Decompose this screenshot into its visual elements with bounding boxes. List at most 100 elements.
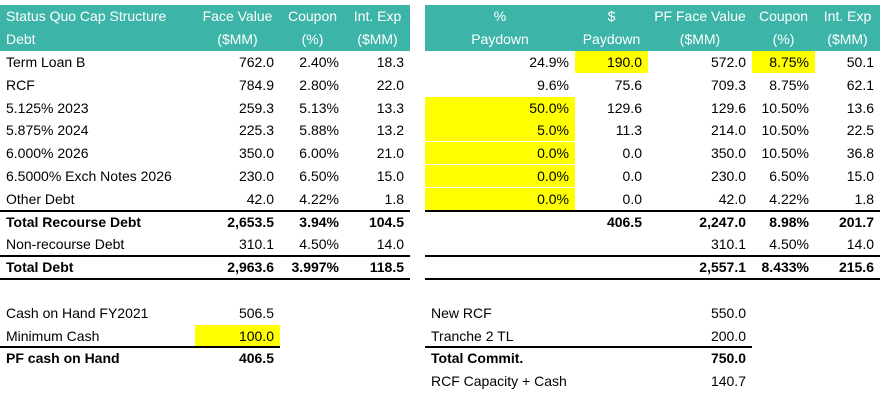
value-cell: 6.50% [299,168,339,184]
border-line [0,209,410,212]
value-cell: 1.8 [384,190,404,207]
row-label: New RCF [431,304,492,321]
value-cell: 8.98% [769,213,809,230]
value-cell: 118.5 [369,259,404,276]
row-label: 6.000% 2026 [6,145,89,162]
value-cell: 6.00% [299,145,339,162]
row-label: Total Debt [6,259,74,276]
value-cell: 709.3 [710,76,746,93]
value-cell: 5.13% [299,99,339,116]
header-cell: $ [607,8,616,24]
value-cell: 50.0% [425,96,575,119]
value-cell: 0.0% [425,187,575,210]
value-cell: 22.5 [846,122,874,139]
value-cell: 104.5 [368,213,404,230]
value-cell: 3.94% [299,213,339,230]
value-cell: 18.3 [376,54,404,70]
value-cell: 0.0% [425,142,575,165]
value-cell: 572.0 [710,54,746,70]
header-cell: (%) [301,31,324,47]
value-cell: 4.50% [769,236,809,253]
header-cell: Status Quo Cap Structure [6,8,167,24]
value-cell: 100.0 [195,324,280,347]
value-cell: 11.3 [615,122,642,139]
header-cell: Face Value [202,8,273,24]
value-cell: 10.50% [761,99,809,116]
value-cell: 10.50% [761,122,809,139]
value-cell: 0.0 [622,145,642,162]
value-cell: 15.0 [376,168,404,184]
header-cell: ($MM) [217,31,258,47]
row-label: Other Debt [6,190,75,207]
border-line [425,209,880,212]
value-cell: 8.75% [769,76,809,93]
border-line [425,255,880,258]
value-cell: 0.0 [622,168,642,184]
value-cell: 14.0 [376,236,404,253]
value-cell: 6.50% [769,168,809,184]
value-cell: 62.1 [846,76,874,93]
value-cell: 13.3 [376,99,404,116]
border-line [425,278,880,280]
value-cell: 4.22% [769,190,809,207]
header-band [0,5,410,51]
value-cell: 2,557.1 [699,259,746,276]
value-cell: 13.2 [376,122,404,139]
value-cell: 8.433% [761,259,809,276]
value-cell: 1.8 [854,190,874,207]
value-cell: 350.0 [710,145,746,162]
value-cell: 24.9% [529,54,569,70]
value-cell: 750.0 [710,350,746,367]
row-label: Total Commit. [431,350,524,367]
value-cell: 201.7 [838,213,874,230]
value-cell: 2.80% [299,76,339,93]
header-cell: ($MM) [827,31,868,47]
value-cell: 310.1 [710,236,746,253]
value-cell: 4.22% [299,190,339,207]
border-line [0,346,280,349]
value-cell: 50.1 [846,54,874,70]
value-cell: 140.7 [710,373,746,390]
header-cell: ($MM) [357,31,398,47]
header-cell: Debt [6,31,36,47]
row-label: RCF [6,76,35,93]
value-cell: 15.0 [846,168,874,184]
value-cell: 22.0 [376,76,404,93]
border-line [425,346,752,349]
header-cell: (%) [772,31,795,47]
value-cell: 2.40% [299,54,339,70]
row-label: Minimum Cash [6,327,100,344]
value-cell: 0.0 [622,190,642,207]
value-cell: 406.5 [238,350,274,367]
value-cell: 200.0 [710,327,746,344]
value-cell: 762.0 [238,54,274,70]
value-cell: 2,653.5 [227,213,274,230]
value-cell: 8.75% [752,51,815,73]
value-cell: 350.0 [238,145,274,162]
header-cell: Paydown [582,31,641,47]
value-cell: 2,963.6 [227,259,274,276]
row-label: PF cash on Hand [6,350,120,367]
row-label: 5.875% 2024 [6,122,89,139]
value-cell: 550.0 [710,304,746,321]
value-cell: 4.50% [299,236,339,253]
value-cell: 9.6% [537,76,569,93]
value-cell: 129.6 [606,99,642,116]
row-label: 6.5000% Exch Notes 2026 [6,168,172,184]
value-cell: 506.5 [238,304,274,321]
row-label: Cash on Hand FY2021 [6,304,149,321]
value-cell: 5.88% [299,122,339,139]
value-cell: 225.3 [238,122,274,139]
value-cell: 5.0% [425,119,575,142]
header-cell: ($MM) [679,31,721,47]
value-cell: 259.3 [238,99,274,116]
header-cell: % [493,8,507,24]
value-cell: 42.0 [246,190,274,207]
header-cell: Int. Exp [353,8,402,24]
header-cell: Coupon [287,8,338,24]
row-label: Total Recourse Debt [6,213,142,230]
value-cell: 3.997% [291,259,339,276]
value-cell: 784.9 [238,76,274,93]
value-cell: 13.6 [846,99,874,116]
